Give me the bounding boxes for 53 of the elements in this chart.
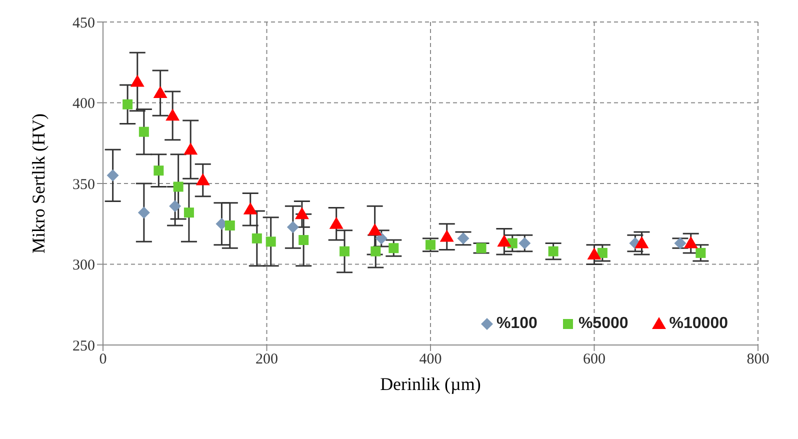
point xyxy=(476,243,486,254)
point xyxy=(243,202,258,214)
y-tick-label: 400 xyxy=(72,96,95,112)
point xyxy=(370,246,381,256)
point xyxy=(298,235,309,246)
y-tick-label: 300 xyxy=(72,258,95,274)
point xyxy=(224,220,235,230)
x-tick-label: 800 xyxy=(746,352,770,368)
point xyxy=(138,206,150,219)
point xyxy=(122,99,133,110)
point xyxy=(497,234,512,247)
y-tick-label: 350 xyxy=(72,176,95,193)
point xyxy=(184,208,194,218)
point xyxy=(266,236,276,247)
point xyxy=(138,126,149,137)
point xyxy=(634,236,649,248)
point xyxy=(173,182,184,192)
point xyxy=(154,166,164,176)
legend-label: %5000 xyxy=(577,315,628,333)
point xyxy=(674,237,686,250)
y-axis-title: Mikro Sertlik (HV) xyxy=(28,114,48,254)
point xyxy=(329,216,344,229)
point xyxy=(696,248,706,258)
point xyxy=(548,246,558,256)
point xyxy=(153,86,168,98)
point xyxy=(166,108,180,121)
point xyxy=(388,243,399,254)
point xyxy=(684,236,698,248)
point xyxy=(286,221,299,234)
point xyxy=(169,200,182,212)
point xyxy=(196,173,210,186)
point xyxy=(368,223,382,236)
point xyxy=(426,240,436,250)
point xyxy=(130,74,144,87)
x-tick-label: 600 xyxy=(583,352,606,368)
x-axis-title: Derinlik (µm) xyxy=(380,374,481,394)
y-tick-label: 250 xyxy=(72,338,95,354)
point xyxy=(184,142,198,155)
legend-label: %10000 xyxy=(668,315,728,333)
point xyxy=(340,246,350,256)
point xyxy=(597,248,608,258)
y-tick-label: 450 xyxy=(72,15,95,32)
x-tick-label: 200 xyxy=(256,352,278,368)
x-tick-label: 0 xyxy=(99,352,107,368)
point xyxy=(440,230,454,242)
point xyxy=(375,232,388,244)
legend-label: %100 xyxy=(496,315,538,333)
point xyxy=(106,169,119,182)
point xyxy=(294,207,309,220)
point xyxy=(252,233,262,244)
point xyxy=(587,248,602,260)
point xyxy=(518,237,531,250)
x-tick-label: 400 xyxy=(419,352,442,368)
